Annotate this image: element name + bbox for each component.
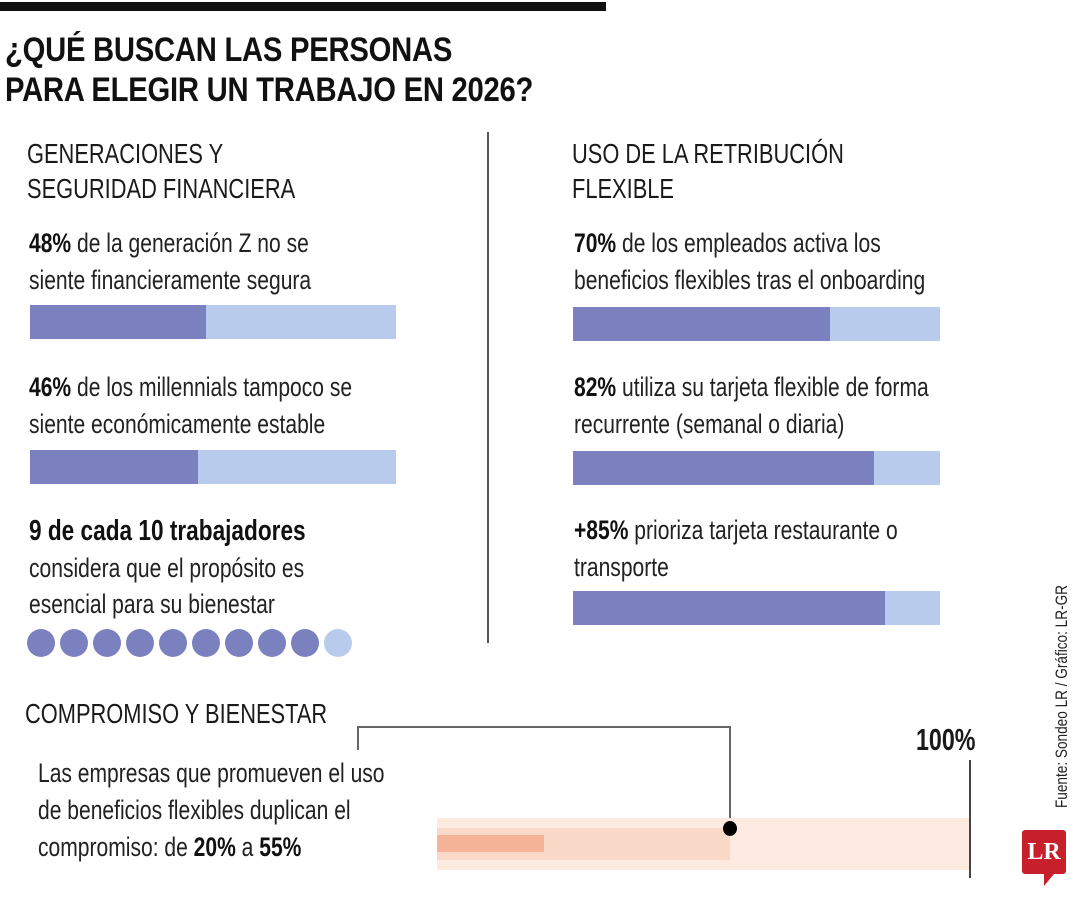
- bar-onboarding-fill: [573, 307, 830, 341]
- max-label: 100%: [916, 722, 976, 757]
- right-heading-1: USO DE LA RETRIBUCIÓN: [572, 138, 844, 169]
- bottom-line3: compromiso: de 20% a 55%: [38, 832, 302, 862]
- person-dot-filled: [225, 629, 253, 657]
- right-heading-2: FLEXIBLE: [572, 173, 674, 204]
- bottom-heading: COMPROMISO Y BIENESTAR: [25, 698, 328, 729]
- max-line: [969, 760, 971, 878]
- callout-line-h: [357, 726, 730, 728]
- person-dot-filled: [27, 629, 55, 657]
- left-heading-1: GENERACIONES Y: [27, 138, 224, 169]
- bottom-line1: Las empresas que promueven el uso: [38, 758, 385, 788]
- bar-genz-fill: [30, 305, 206, 339]
- person-dot-filled: [291, 629, 319, 657]
- lr-logo: LR: [1022, 830, 1066, 886]
- left-stat3-line2: considera que el propósito es: [29, 553, 305, 583]
- left-stat2-line2: siente económicamente estable: [29, 409, 326, 439]
- bar-recurrent-fill: [573, 451, 874, 485]
- engagement-bar-20: [437, 835, 544, 852]
- top-rule: [0, 2, 606, 11]
- right-stat1-line2: beneficios flexibles tras el onboarding: [574, 265, 926, 295]
- person-dot-filled: [93, 629, 121, 657]
- source-text: Fuente: Sondeo LR / Gráfico: LR-GR: [1052, 585, 1071, 808]
- bar-millennials: [30, 450, 396, 484]
- bar-millennials-fill: [30, 450, 199, 484]
- left-stat1-line2: siente financieramente segura: [29, 265, 312, 295]
- title-line2: PARA ELEGIR UN TRABAJO EN 2026?: [5, 71, 534, 109]
- title-line1: ¿QUÉ BUSCAN LAS PERSONAS: [5, 31, 453, 69]
- person-dot-filled: [258, 629, 286, 657]
- right-stat2-line1: 82% utiliza su tarjeta flexible de forma: [574, 372, 929, 402]
- person-dot-filled: [192, 629, 220, 657]
- right-stat2-line2: recurrente (semanal o diaria): [574, 409, 845, 439]
- callout-line-right: [729, 726, 731, 826]
- left-heading-2: SEGURIDAD FINANCIERA: [27, 173, 296, 204]
- column-divider: [487, 132, 489, 643]
- left-stat2-line1: 46% de los millennials tampoco se: [29, 372, 353, 402]
- left-stat3-line1: 9 de cada 10 trabajadores: [29, 515, 306, 547]
- bar-restaurant-fill: [573, 591, 885, 625]
- left-stat1-line1: 48% de la generación Z no se: [29, 228, 309, 258]
- person-dot-filled: [126, 629, 154, 657]
- right-stat3-line2: transporte: [574, 552, 669, 582]
- marker-dot: [723, 821, 737, 836]
- bar-genz: [30, 305, 396, 339]
- person-dot-filled: [159, 629, 187, 657]
- bar-restaurant: [573, 591, 940, 625]
- left-stat3-line3: esencial para su bienestar: [29, 589, 275, 619]
- person-dot-filled: [60, 629, 88, 657]
- right-stat1-line1: 70% de los empleados activa los: [574, 228, 881, 258]
- bottom-line2: de beneficios flexibles duplican el: [38, 795, 351, 825]
- callout-line-left: [357, 726, 359, 750]
- bar-recurrent: [573, 451, 940, 485]
- right-stat3-line1: +85% prioriza tarjeta restaurante o: [574, 515, 898, 545]
- person-dot-empty: [324, 629, 352, 657]
- bar-onboarding: [573, 307, 940, 341]
